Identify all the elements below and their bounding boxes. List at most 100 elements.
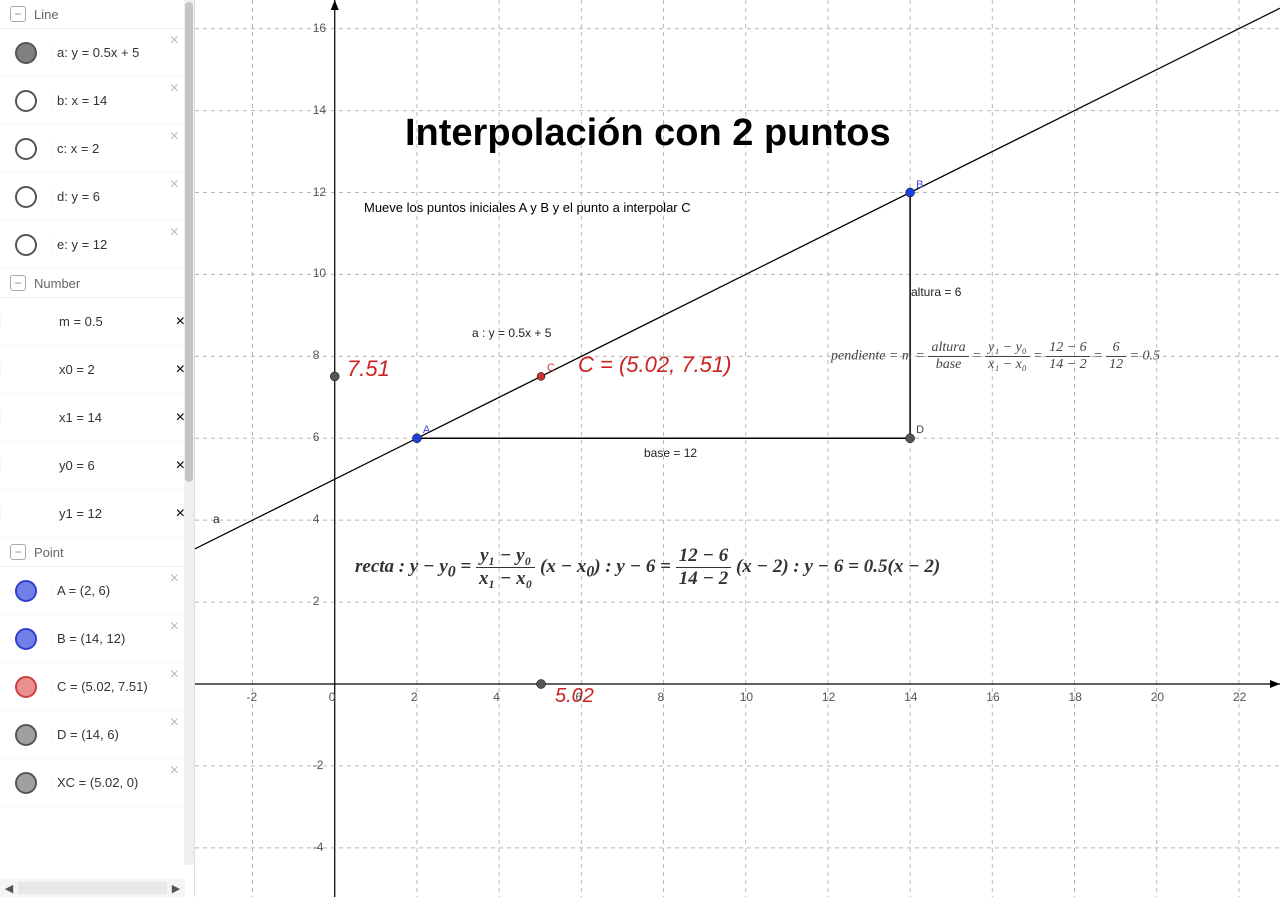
y-tick-label: -2 <box>313 758 324 772</box>
swatch[interactable] <box>15 90 37 112</box>
object-label: A = (2, 6) <box>52 583 185 598</box>
line-item[interactable]: c: x = 2 × <box>0 125 185 173</box>
scrollbar-track[interactable] <box>18 882 167 894</box>
object-label: XC = (5.02, 0) <box>52 775 185 790</box>
close-icon[interactable]: × <box>170 666 179 684</box>
swatch[interactable] <box>15 772 37 794</box>
section-header-point[interactable]: − Point <box>0 538 185 567</box>
object-label: m = 0.5 <box>0 314 176 329</box>
close-icon[interactable]: × <box>170 80 179 98</box>
close-icon[interactable]: × <box>170 32 179 50</box>
close-icon[interactable]: × <box>170 570 179 588</box>
algebra-panel-inner: − Line a: y = 0.5x + 5 × b: x = 14 × c: … <box>0 0 185 865</box>
number-item[interactable]: m = 0.5× <box>0 298 185 346</box>
graph-title: Interpolación con 2 puntos <box>405 112 891 155</box>
y-tick-label: 6 <box>313 430 320 444</box>
x-tick-label: 18 <box>1069 690 1082 704</box>
y-tick-label: 4 <box>313 512 320 526</box>
x-tick-label: 22 <box>1233 690 1246 704</box>
collapse-icon[interactable]: − <box>10 275 26 291</box>
object-label: b: x = 14 <box>52 93 185 108</box>
object-label: x0 = 2 <box>0 362 176 377</box>
point-item[interactable]: C = (5.02, 7.51)× <box>0 663 185 711</box>
y-tick-label: 2 <box>313 594 320 608</box>
object-label: e: y = 12 <box>52 237 185 252</box>
point-label: B <box>916 179 923 191</box>
line-name-label: a <box>213 512 220 526</box>
x-tick-label: 20 <box>1151 690 1164 704</box>
object-label: D = (14, 6) <box>52 727 185 742</box>
point-label: C <box>547 362 555 374</box>
x-tick-label: 14 <box>904 690 917 704</box>
y-tick-label: -4 <box>313 840 324 854</box>
x-tick-label: 12 <box>822 690 835 704</box>
line-item[interactable]: a: y = 0.5x + 5 × <box>0 29 185 77</box>
section-title: Line <box>34 7 59 22</box>
x-tick-label: 2 <box>411 690 418 704</box>
object-label: B = (14, 12) <box>52 631 185 646</box>
graph-subtitle: Mueve los puntos iniciales A y B y el pu… <box>364 200 691 215</box>
x-tick-label: 10 <box>740 690 753 704</box>
line-item[interactable]: b: x = 14 × <box>0 77 185 125</box>
scrollbar-thumb[interactable] <box>185 2 193 482</box>
object-label: c: x = 2 <box>52 141 185 156</box>
close-icon[interactable]: × <box>170 714 179 732</box>
algebra-panel: − Line a: y = 0.5x + 5 × b: x = 14 × c: … <box>0 0 195 897</box>
object-label: y0 = 6 <box>0 458 176 473</box>
swatch[interactable] <box>15 676 37 698</box>
line-item[interactable]: d: y = 6 × <box>0 173 185 221</box>
scroll-right-icon[interactable]: ▶ <box>167 879 185 897</box>
vertical-scrollbar[interactable] <box>184 0 194 865</box>
y-tick-label: 16 <box>313 21 326 35</box>
scroll-left-icon[interactable]: ◀ <box>0 879 18 897</box>
swatch[interactable] <box>15 580 37 602</box>
object-label: y1 = 12 <box>0 506 176 521</box>
swatch[interactable] <box>15 234 37 256</box>
collapse-icon[interactable]: − <box>10 544 26 560</box>
app-root: − Line a: y = 0.5x + 5 × b: x = 14 × c: … <box>0 0 1280 897</box>
y-tick-label: 12 <box>313 185 326 199</box>
number-item[interactable]: y0 = 6× <box>0 442 185 490</box>
point-label: D <box>916 424 924 436</box>
base-label: base = 12 <box>644 446 697 460</box>
x-tick-label: -2 <box>247 690 258 704</box>
swatch[interactable] <box>15 628 37 650</box>
number-item[interactable]: x0 = 2× <box>0 346 185 394</box>
point-item[interactable]: XC = (5.02, 0)× <box>0 759 185 807</box>
section-header-number[interactable]: − Number <box>0 269 185 298</box>
collapse-icon[interactable]: − <box>10 6 26 22</box>
close-icon[interactable]: × <box>170 224 179 242</box>
swatch[interactable] <box>15 724 37 746</box>
number-item[interactable]: x1 = 14× <box>0 394 185 442</box>
section-header-line[interactable]: − Line <box>0 0 185 29</box>
x-tick-label: 16 <box>986 690 999 704</box>
c-point-label: C = (5.02, 7.51) <box>578 352 731 378</box>
x-tick-label: 0 <box>329 690 336 704</box>
y-tick-label: 8 <box>313 348 320 362</box>
object-label: d: y = 6 <box>52 189 185 204</box>
section-title: Number <box>34 276 80 291</box>
close-icon[interactable]: × <box>170 618 179 636</box>
close-icon[interactable]: × <box>170 762 179 780</box>
line-item[interactable]: e: y = 12 × <box>0 221 185 269</box>
object-label: C = (5.02, 7.51) <box>52 679 185 694</box>
horizontal-scrollbar[interactable]: ◀ ▶ <box>0 879 185 897</box>
number-item[interactable]: y1 = 12× <box>0 490 185 538</box>
close-icon[interactable]: × <box>170 176 179 194</box>
slope-formula: pendiente = m = alturabase = y₁ − y₀x₁ −… <box>831 340 1160 373</box>
x-tick-label: 8 <box>658 690 665 704</box>
point-item[interactable]: A = (2, 6)× <box>0 567 185 615</box>
point-label: A <box>423 424 430 436</box>
swatch[interactable] <box>15 42 37 64</box>
swatch[interactable] <box>15 138 37 160</box>
graphics-view[interactable]: Interpolación con 2 puntos Mueve los pun… <box>195 0 1280 897</box>
swatch[interactable] <box>15 186 37 208</box>
altura-label: altura = 6 <box>911 285 961 299</box>
point-item[interactable]: D = (14, 6)× <box>0 711 185 759</box>
close-icon[interactable]: × <box>170 128 179 146</box>
point-item[interactable]: B = (14, 12)× <box>0 615 185 663</box>
yc-value-label: 7.51 <box>347 356 390 382</box>
object-label: a: y = 0.5x + 5 <box>52 45 185 60</box>
line-eq-label: a : y = 0.5x + 5 <box>472 326 551 340</box>
object-label: x1 = 14 <box>0 410 176 425</box>
